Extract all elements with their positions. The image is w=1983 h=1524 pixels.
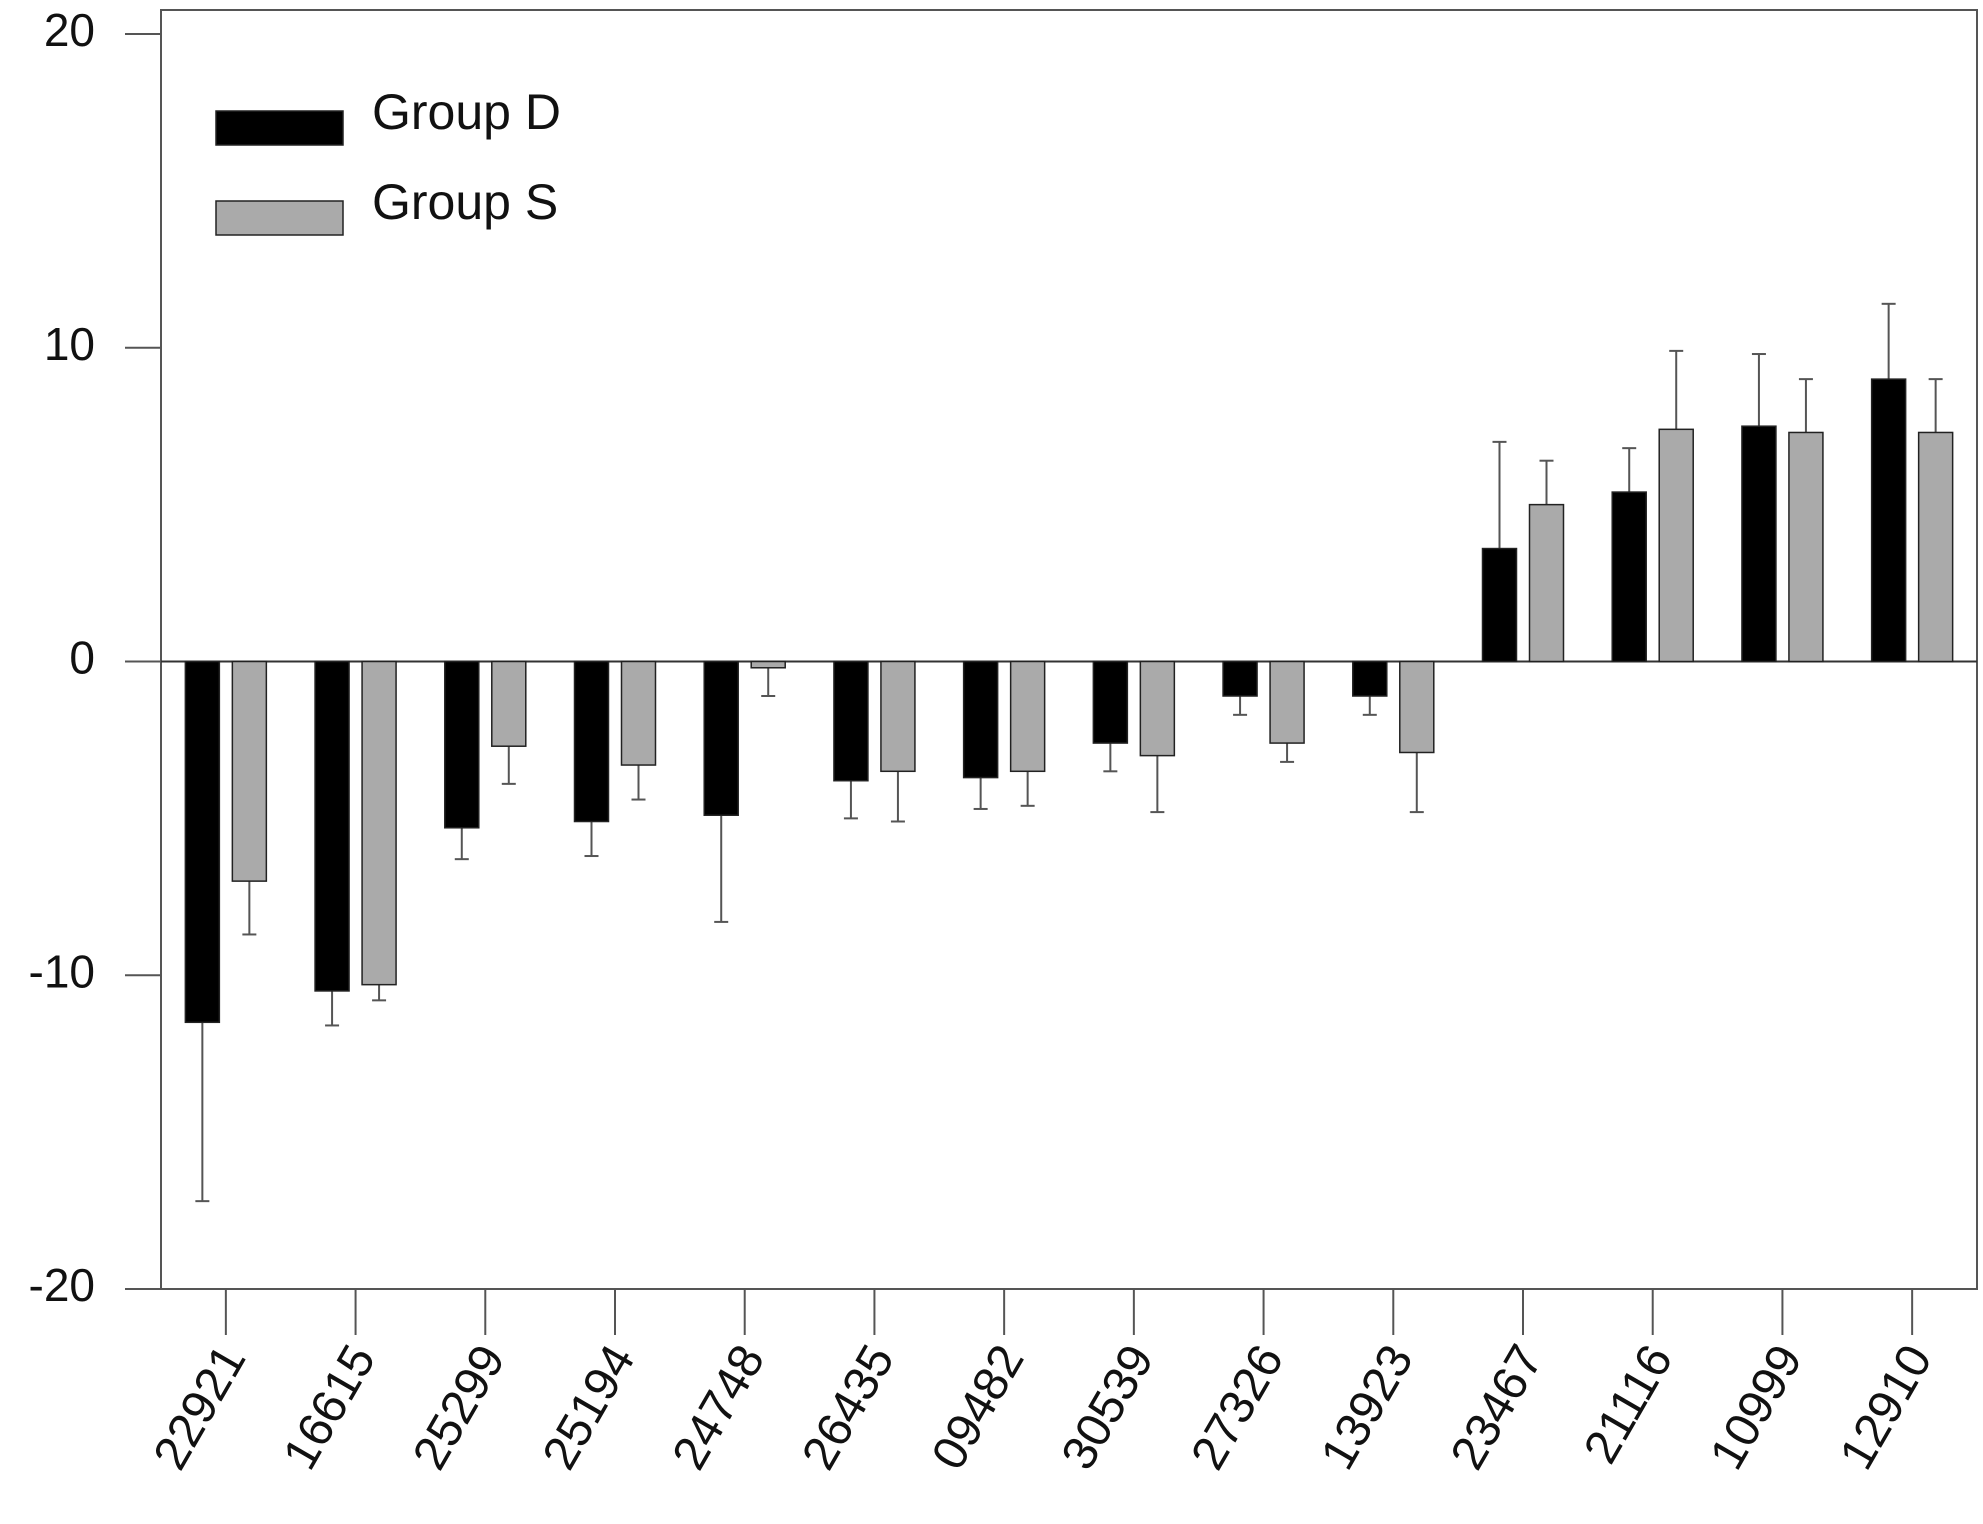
x-tick-label: 30539 [1052,1336,1165,1478]
bar [1092,660,1129,744]
plot-frame [160,9,1978,1290]
bar [1139,660,1176,757]
bar [703,660,739,816]
bar [1009,660,1046,773]
x-tick-label: 27326 [1181,1336,1294,1478]
x-tick-label: 21116 [1574,1336,1683,1472]
bar [231,660,268,882]
bar [962,660,999,779]
bar [620,660,657,766]
bar [1741,425,1777,663]
bar [833,660,869,782]
bar [573,660,610,823]
x-tick-label: 26435 [792,1336,905,1478]
bar [1352,660,1388,697]
x-tick-label: 10999 [1700,1336,1813,1478]
x-tick-label: 12910 [1830,1336,1943,1478]
bar [1870,378,1907,663]
legend-swatch [215,200,344,236]
bar [314,660,350,992]
y-tick-label: -20 [29,1259,95,1311]
bar [184,660,221,1024]
x-tick-label: 23467 [1441,1336,1554,1478]
x-tick-label: 22921 [144,1336,257,1478]
bar [361,660,397,986]
bar [750,660,786,669]
bar [1269,660,1305,744]
legend-label: Group S [372,174,558,230]
y-tick-label: -10 [29,945,95,997]
x-tick-label: 25194 [533,1336,646,1478]
x-tick-label: 09482 [922,1336,1035,1478]
bar [1481,547,1518,663]
y-tick-label: 20 [44,4,95,56]
y-tick-label: 0 [69,632,95,684]
bar [1222,660,1258,697]
bar [1788,431,1824,663]
x-tick-label: 25299 [403,1336,516,1478]
bar [1917,431,1954,663]
y-tick-label: 10 [44,318,95,370]
bar [880,660,916,773]
bar [1658,428,1694,663]
bar [1399,660,1435,754]
bar [1611,491,1647,663]
x-tick-label: 24748 [663,1336,776,1478]
legend-swatch [215,110,344,146]
bar [1528,503,1565,663]
legend-label: Group D [372,84,561,140]
x-tick-label: 13923 [1311,1336,1424,1478]
x-tick-label: 16615 [273,1336,386,1478]
bar [444,660,480,829]
bar [491,660,527,747]
